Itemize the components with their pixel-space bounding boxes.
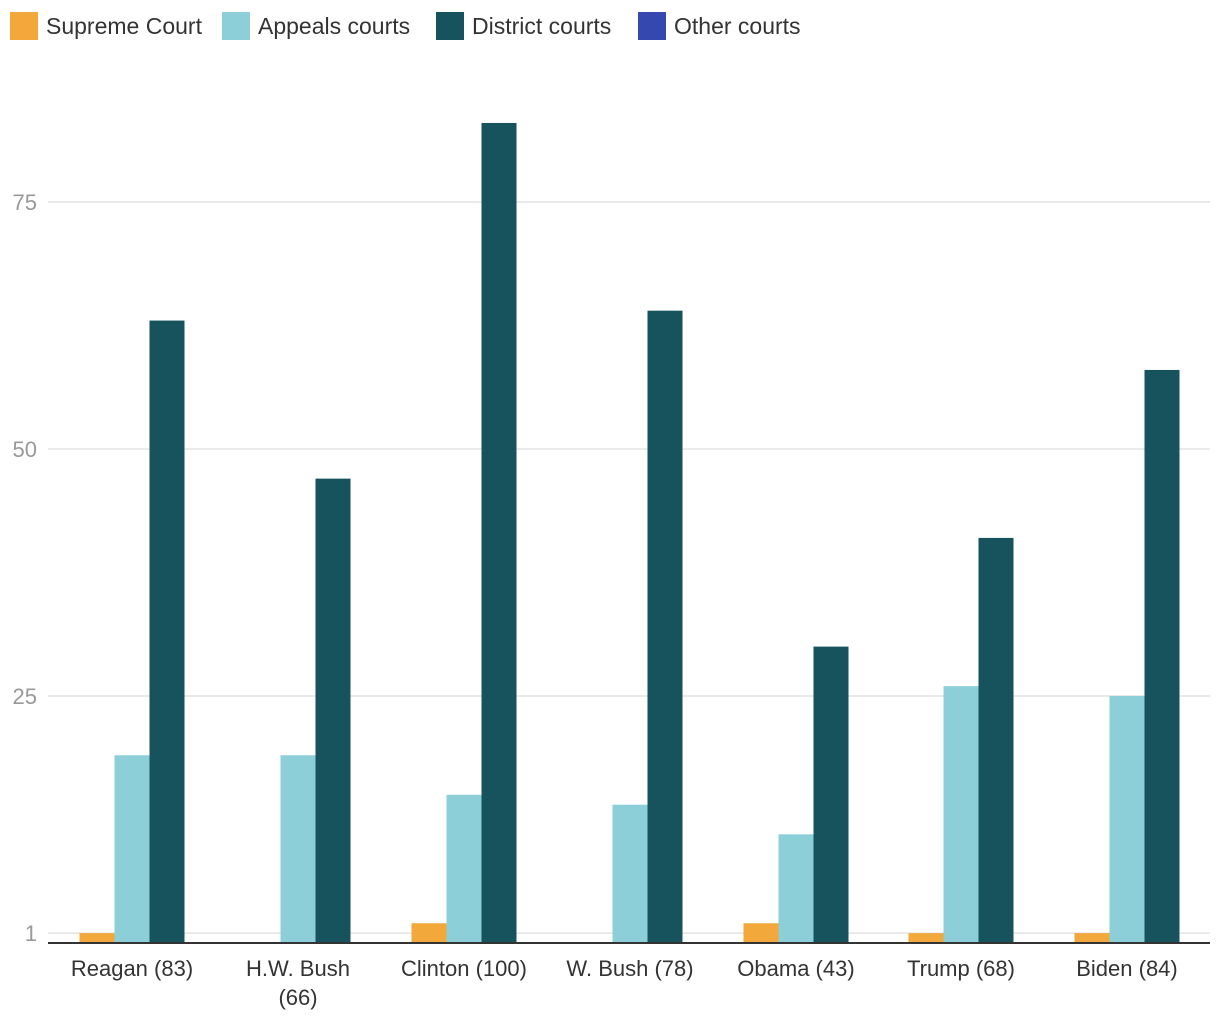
xtick-label-6: Biden (84)	[1076, 956, 1178, 981]
bar-group-1	[280, 478, 351, 943]
bar-0-2	[149, 320, 185, 943]
bar-2-1	[446, 794, 482, 943]
legend-label-0: Supreme Court	[46, 13, 203, 39]
bar-4-0	[743, 923, 779, 943]
legend: Supreme Court Appeals courts District cour…	[10, 12, 801, 40]
ytick-label-3: 75	[13, 190, 37, 215]
bar-3-2	[647, 310, 683, 943]
legend-label-2: District courts	[472, 13, 611, 39]
bar-5-2	[978, 537, 1014, 943]
bar-6-2	[1144, 369, 1180, 944]
ytick-label-1: 25	[13, 684, 37, 709]
xtick-label-5: Trump (68)	[907, 956, 1015, 981]
x-axis: Reagan (83) H.W. Bush (66) Clinton (100) W. …	[48, 942, 1210, 1010]
bar-4-2	[813, 646, 849, 943]
bar-6-0	[1074, 933, 1110, 943]
legend-label-3: Other courts	[674, 13, 801, 39]
bar-6-1	[1109, 696, 1145, 943]
bar-group-0	[79, 320, 185, 943]
bar-0-1	[114, 755, 150, 943]
legend-swatch-3	[638, 12, 666, 40]
legend-label-1: Appeals courts	[258, 13, 410, 39]
xtick-label-2: Clinton (100)	[401, 956, 527, 981]
legend-swatch-2	[436, 12, 464, 40]
ytick-label-2: 50	[13, 437, 37, 462]
xtick-label-3: W. Bush (78)	[566, 956, 693, 981]
bars	[79, 122, 1180, 944]
bar-group-5	[908, 537, 1014, 943]
bar-group-4	[743, 646, 849, 943]
bar-2-0	[411, 923, 447, 943]
bar-group-3	[612, 310, 683, 943]
y-axis: 1 25 50 75	[13, 190, 37, 946]
legend-swatch-1	[222, 12, 250, 40]
ytick-label-0: 1	[25, 921, 37, 946]
xtick-label-1: H.W. Bush (66)	[246, 956, 350, 1010]
bar-2-2	[481, 122, 517, 943]
bar-1-1	[280, 755, 316, 943]
bar-0-0	[79, 933, 115, 943]
bar-group-6	[1074, 369, 1180, 944]
legend-swatch-0	[10, 12, 38, 40]
bar-5-0	[908, 933, 944, 943]
bar-1-2	[315, 478, 351, 943]
bar-group-2	[411, 122, 517, 943]
bar-5-1	[943, 686, 979, 943]
bar-3-1	[612, 804, 648, 943]
bar-4-1	[778, 834, 814, 943]
xtick-label-4: Obama (43)	[737, 956, 854, 981]
xtick-label-0: Reagan (83)	[71, 956, 193, 981]
